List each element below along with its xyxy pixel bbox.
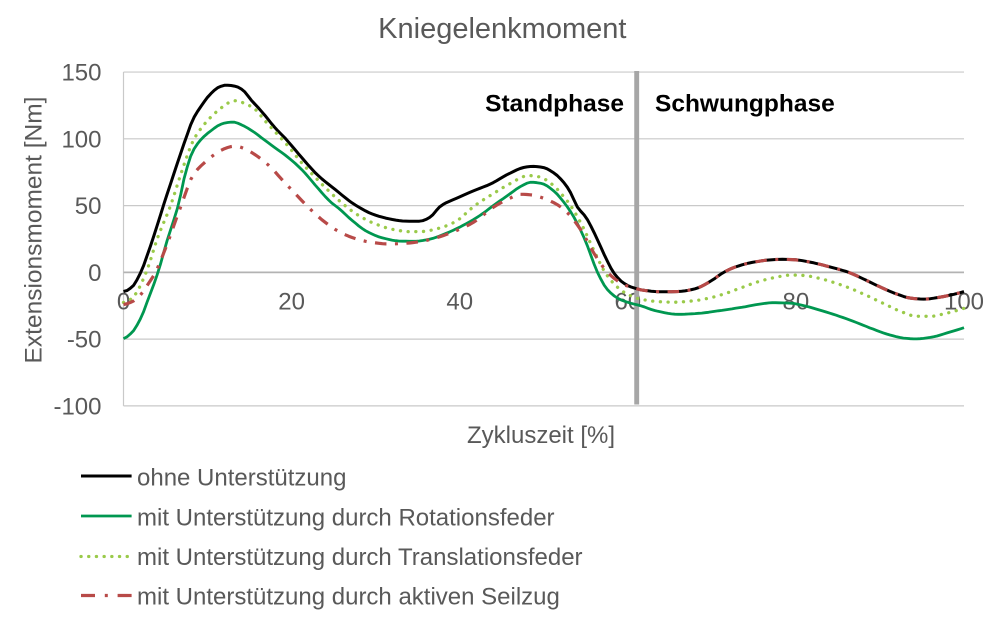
- svg-text:40: 40: [446, 289, 473, 316]
- svg-text:50: 50: [75, 193, 102, 220]
- svg-text:20: 20: [278, 289, 305, 316]
- svg-text:Schwungphase: Schwungphase: [655, 91, 835, 118]
- svg-text:mit Unterstützung durch aktive: mit Unterstützung durch aktiven Seilzug: [137, 583, 560, 610]
- svg-text:-100: -100: [53, 394, 101, 421]
- svg-text:0: 0: [88, 260, 101, 287]
- svg-text:Kniegelenkmoment: Kniegelenkmoment: [378, 13, 626, 45]
- svg-text:Standphase: Standphase: [485, 91, 624, 118]
- svg-text:mit Unterstützung durch Rotati: mit Unterstützung durch Rotationsfeder: [137, 504, 555, 531]
- svg-text:ohne Unterstützung: ohne Unterstützung: [137, 464, 346, 491]
- svg-text:mit Unterstützung durch Transl: mit Unterstützung durch Translationsfede…: [137, 544, 583, 571]
- svg-text:Zykluszeit [%]: Zykluszeit [%]: [467, 422, 615, 449]
- svg-text:150: 150: [61, 60, 101, 87]
- svg-text:100: 100: [61, 126, 101, 153]
- svg-text:-50: -50: [67, 327, 102, 354]
- svg-text:Extensionsmoment [Nm]: Extensionsmoment [Nm]: [21, 97, 48, 364]
